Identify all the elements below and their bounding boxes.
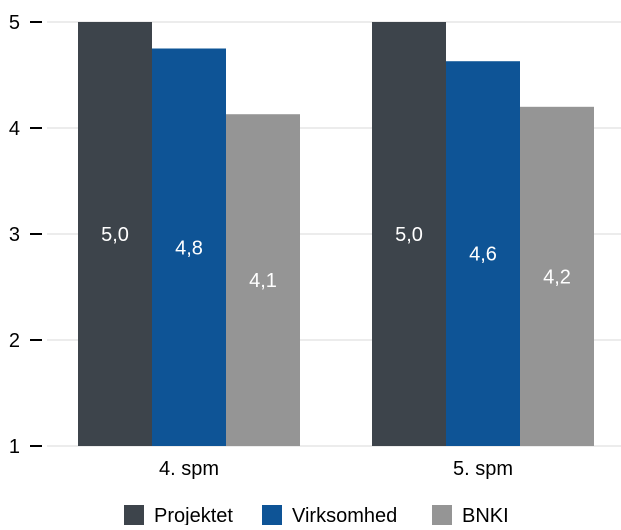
legend: Projektet Virksomhed BNKI	[124, 505, 509, 527]
bar-bnki-1	[226, 114, 300, 446]
y-tick-label: 1	[9, 436, 20, 458]
y-tick-label: 4	[9, 118, 20, 140]
bar-projektet-1	[78, 22, 152, 446]
legend-label: BNKI	[462, 505, 509, 525]
data-label: 5,0	[395, 224, 423, 246]
data-label: 4,6	[469, 244, 497, 266]
legend-label: Virksomhed	[292, 505, 397, 525]
legend-item-projektet: Projektet	[124, 505, 233, 527]
bar-projektet-2	[372, 22, 446, 446]
legend-swatch	[262, 505, 282, 525]
bar-bnki-2	[520, 106, 594, 447]
data-label: 4,8	[175, 237, 203, 259]
x-axis-labels: 4. spm 5. spm	[159, 458, 513, 480]
data-label: 4,1	[249, 270, 277, 292]
legend-label: Projektet	[154, 505, 233, 525]
y-tick-label: 2	[9, 330, 20, 352]
legend-swatch	[124, 505, 144, 525]
bars: 5,0 4,8 4,1 5,0 4,6 4,2	[78, 22, 594, 447]
x-category-label: 4. spm	[159, 458, 219, 480]
data-label: 5,0	[101, 224, 129, 246]
y-tick-label: 5	[9, 12, 20, 34]
legend-item-bnki: BNKI	[432, 505, 509, 527]
x-category-label: 5. spm	[453, 458, 513, 480]
legend-swatch	[432, 505, 452, 525]
y-tick-label: 3	[9, 224, 20, 246]
legend-item-virksomhed: Virksomhed	[262, 505, 397, 527]
data-label: 4,2	[543, 266, 571, 288]
y-axis: 1 2 3 4 5	[9, 12, 42, 458]
bar-virksomhed-1	[152, 48, 226, 446]
bar-virksomhed-2	[446, 61, 520, 446]
